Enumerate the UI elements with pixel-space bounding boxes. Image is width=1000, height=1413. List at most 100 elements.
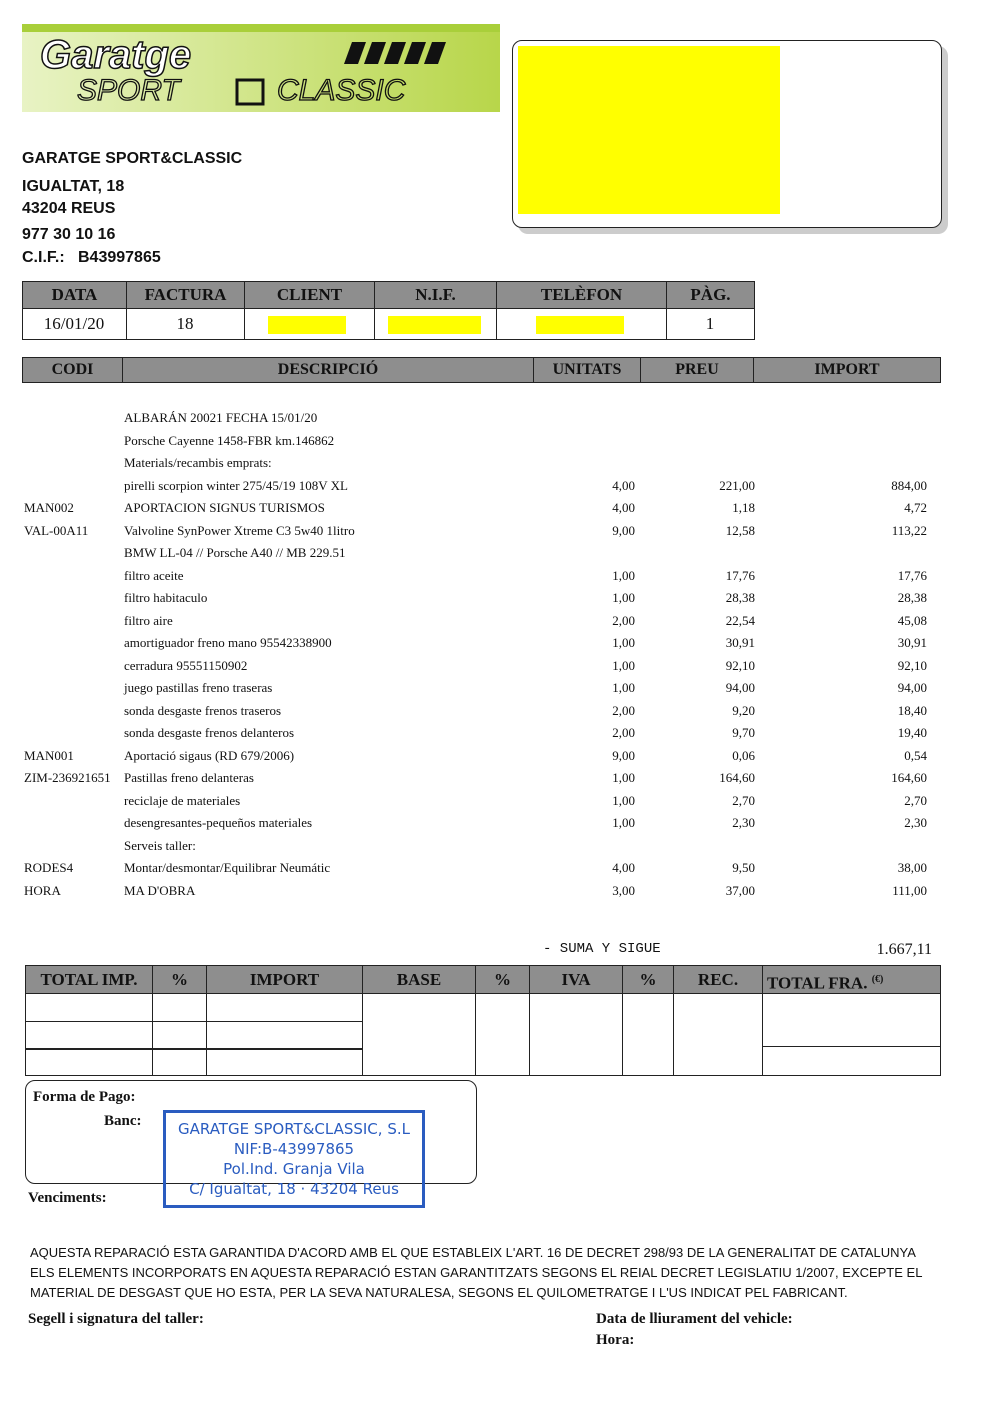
item-amount: 28,38 xyxy=(897,590,927,605)
item-units: 1,00 xyxy=(612,770,635,785)
item-units: 4,00 xyxy=(612,860,635,875)
client-box xyxy=(512,40,942,228)
item-description: sonda desgaste frenos traseros xyxy=(124,702,282,718)
item-amount: 18,40 xyxy=(897,702,927,718)
item-code: VAL-00A11 xyxy=(24,522,89,538)
item-amount: 2,70 xyxy=(904,792,927,808)
totals-cell xyxy=(622,993,674,1076)
item-price: 22,54 xyxy=(725,612,755,628)
item-amount: 38,00 xyxy=(897,860,927,875)
item-units: 1,00 xyxy=(612,792,635,808)
item-description: Serveis taller: xyxy=(124,837,196,853)
item-price: 37,00 xyxy=(725,882,755,898)
totals-column: TOTAL IMP. xyxy=(25,965,153,994)
item-description: filtro aceite xyxy=(124,567,184,583)
item-amount: 92,10 xyxy=(897,657,927,673)
totals-column: BASE xyxy=(362,965,476,994)
item-description: BMW LL-04 // Porsche A40 // MB 229.51 xyxy=(124,545,346,560)
item-amount: 19,40 xyxy=(897,725,927,740)
item-units: 2,00 xyxy=(612,725,635,740)
totals-cell xyxy=(529,993,623,1076)
totals-cell xyxy=(152,993,207,1022)
item-description: Pastillas freno delanteras xyxy=(124,770,254,785)
item-description: amortiguador freno mano 95542338900 xyxy=(124,635,332,650)
item-amount: 113,22 xyxy=(891,522,927,538)
items-column: PREU xyxy=(640,357,754,383)
logo-mark xyxy=(235,78,265,106)
totals-column: IVA xyxy=(529,965,623,994)
header-column: DATA xyxy=(22,281,127,309)
logo-band xyxy=(22,24,500,32)
stamp: GARATGE SPORT&CLASSIC, S.L NIF:B-43997865… xyxy=(163,1110,425,1208)
venciments-label: Venciments: xyxy=(28,1190,107,1206)
logo-line1: Garatge xyxy=(40,33,191,77)
totals-cell xyxy=(25,993,153,1022)
item-units: 1,00 xyxy=(612,567,635,583)
item-code: MAN002 xyxy=(24,500,74,515)
stamp-line: NIF:B-43997865 xyxy=(233,1140,355,1158)
item-description: filtro habitaculo xyxy=(124,590,208,605)
company-cif: B43997865 xyxy=(78,249,161,266)
logo-stripes xyxy=(344,42,446,64)
logo: Garatge SPORT CLASSIC xyxy=(22,24,500,112)
item-units: 1,00 xyxy=(612,635,635,650)
item-description: Materials/recambis emprats: xyxy=(124,455,272,470)
item-code: ZIM-236921651 xyxy=(24,770,111,785)
logo-line2: SPORT xyxy=(77,74,182,107)
totals-cell xyxy=(25,1048,153,1076)
totals-column: % xyxy=(475,965,530,994)
logo-background xyxy=(22,24,500,112)
item-description: Porsche Cayenne 1458-FBR km.146862 xyxy=(124,432,335,448)
item-units: 1,00 xyxy=(612,680,635,695)
totals-cell xyxy=(152,1021,207,1050)
item-price: 92,10 xyxy=(725,657,755,673)
header-column: N.I.F. xyxy=(374,281,497,309)
item-description: reciclaje de materiales xyxy=(124,792,241,808)
header-cell xyxy=(666,308,755,340)
header-column: PÀG. xyxy=(666,281,755,309)
header-value: 16/01/20 xyxy=(43,314,105,333)
item-amount: 45,08 xyxy=(897,612,927,628)
item-description: APORTACION SIGNUS TURISMOS xyxy=(124,500,325,515)
totals-column: % xyxy=(622,965,674,994)
item-description: sonda desgaste frenos delanteros xyxy=(124,725,295,740)
legal-line: AQUESTA REPARACIÓ ESTA GARANTIDA D'ACORD… xyxy=(30,1245,916,1260)
totals-cell xyxy=(25,1021,153,1050)
header-column: TELÈFON xyxy=(496,281,667,309)
header-column: CLIENT xyxy=(244,281,375,309)
header-value: 18 xyxy=(176,314,194,333)
totals-cell xyxy=(362,993,476,1076)
item-units: 1,00 xyxy=(612,657,635,673)
item-description: desengresantes-pequeños materiales xyxy=(124,815,313,830)
totals-cell xyxy=(206,1021,363,1050)
item-amount: 4,72 xyxy=(904,500,927,515)
item-units: 2,00 xyxy=(612,612,635,628)
items-column: UNITATS xyxy=(533,357,641,383)
signature-lliurament: Data de lliurament del vehicle: xyxy=(596,1311,793,1327)
company-cif-label: C.I.F.: xyxy=(22,249,65,266)
item-units: 1,00 xyxy=(612,590,635,605)
forma-label: Forma de Pago: xyxy=(33,1089,136,1105)
redaction xyxy=(268,316,346,334)
item-amount: 17,76 xyxy=(897,567,927,583)
item-description: cerradura 95551150902 xyxy=(124,657,248,673)
totals-column: IMPORT xyxy=(206,965,363,994)
item-units: 9,00 xyxy=(612,747,635,763)
item-price: 30,91 xyxy=(725,635,755,650)
stamp-line: GARATGE SPORT&CLASSIC, S.L xyxy=(178,1120,410,1138)
item-units: 4,00 xyxy=(612,500,635,515)
banc-label: Banc: xyxy=(104,1113,142,1129)
totals-cell xyxy=(762,993,941,1047)
item-price: 12,58 xyxy=(725,522,755,538)
currency: (€) xyxy=(871,974,884,985)
stamp-line: C/ Igualtat, 18 · 43204 Reus xyxy=(189,1180,399,1198)
item-units: 4,00 xyxy=(612,477,635,493)
item-price: 164,60 xyxy=(719,770,755,785)
item-price: 9,70 xyxy=(732,725,755,740)
item-price: 28,38 xyxy=(725,590,755,605)
item-description: pirelli scorpion winter 275/45/19 108V X… xyxy=(124,477,348,493)
item-price: 2,70 xyxy=(732,792,755,808)
payment-box xyxy=(25,1080,477,1184)
redaction xyxy=(518,46,780,214)
